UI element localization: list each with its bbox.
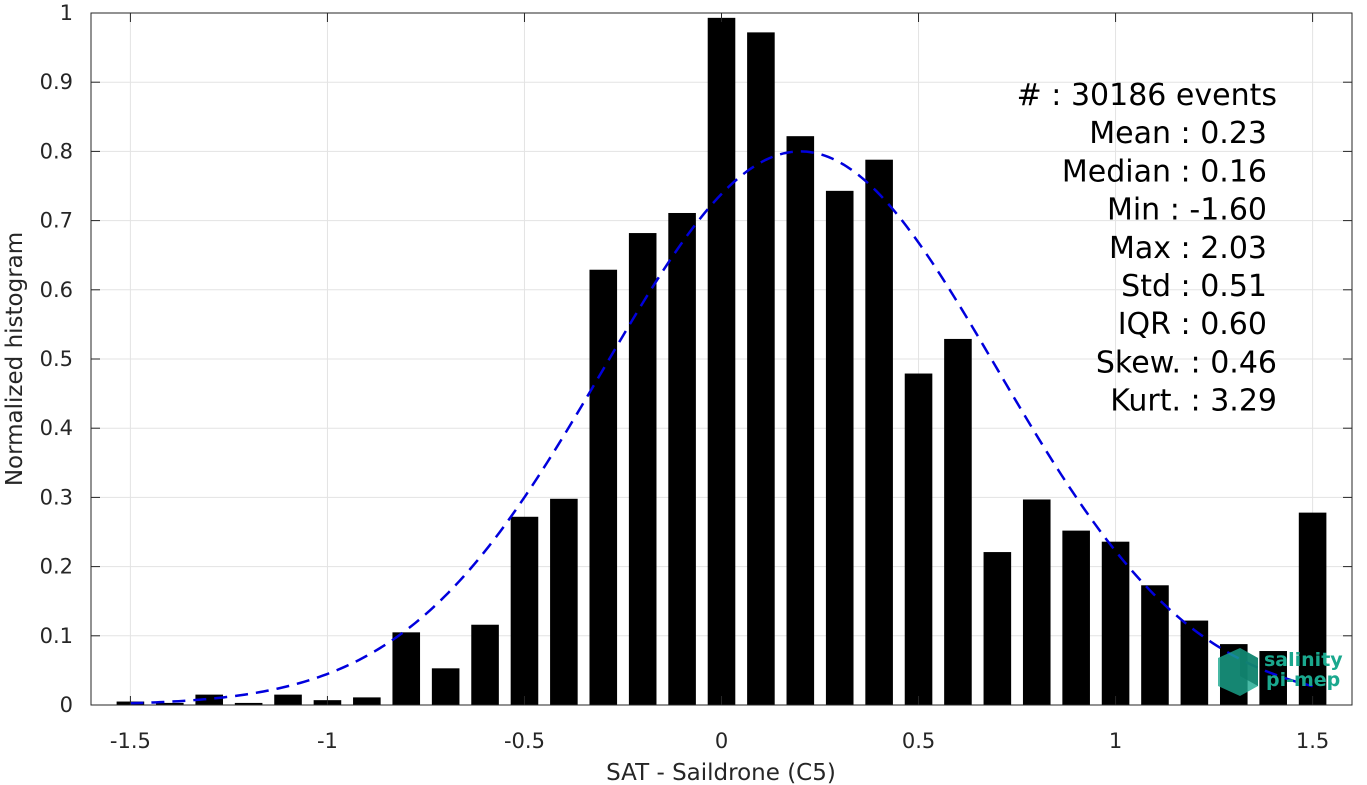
x-tick-label: 1 [1109, 729, 1122, 753]
histogram-bar [1022, 499, 1051, 705]
y-tick-label: 0.9 [40, 70, 73, 94]
y-tick-label: 0.2 [40, 555, 73, 579]
x-axis-label: SAT - Saildrone (C5) [606, 760, 836, 785]
stat-line: Skew. : 0.46 [1096, 345, 1277, 380]
histogram-bar [707, 17, 736, 706]
y-tick-label: 0.4 [40, 416, 73, 440]
stat-line: Kurt. : 3.29 [1110, 384, 1277, 419]
y-tick-label: 0.1 [40, 624, 73, 648]
y-axis-ticks: 0 0.1 0.2 0.3 0.4 0.5 0.6 0.7 0.8 0.9 1 [40, 1, 1352, 717]
logo: salinity pi-mep [1218, 648, 1343, 696]
x-tick-label: 0 [715, 729, 728, 753]
stat-line: IQR : 0.60 [1118, 307, 1267, 342]
stat-line: Min : -1.60 [1107, 193, 1267, 228]
stat-line: Std : 0.51 [1121, 269, 1267, 304]
histogram-bar [628, 233, 657, 705]
x-tick-label: -1.5 [110, 729, 151, 753]
y-axis-label: Normalized histogram [2, 232, 28, 486]
histogram-bar [550, 498, 578, 705]
histogram-bar [983, 552, 1012, 705]
logo-cube-face [1240, 648, 1258, 686]
histogram-bar [904, 373, 933, 705]
histogram-bar [865, 159, 893, 706]
histogram-bar [1259, 651, 1287, 705]
y-tick-label: 1 [60, 1, 73, 25]
histogram-bar [156, 702, 184, 705]
x-tick-label: 0.5 [902, 729, 935, 753]
histogram-bar [274, 694, 302, 705]
histogram-bar [944, 338, 972, 705]
histogram-bar [747, 32, 775, 706]
y-tick-label: 0 [60, 693, 73, 717]
logo-text-line2: pi-mep [1266, 669, 1340, 691]
histogram-bar [1101, 541, 1130, 705]
x-tick-label: -1 [317, 729, 338, 753]
histogram-bar [431, 668, 460, 705]
y-tick-label: 0.5 [40, 347, 73, 371]
histogram-bar [392, 632, 421, 705]
y-tick-label: 0.3 [40, 485, 73, 509]
y-tick-label: 0.8 [40, 139, 73, 163]
stat-line: Max : 2.03 [1109, 231, 1267, 266]
histogram-bar [786, 136, 815, 705]
normal-fit-curve [130, 150, 1313, 705]
histogram-bar [1062, 530, 1090, 705]
stat-line: Mean : 0.23 [1089, 116, 1267, 151]
x-tick-label: -0.5 [504, 729, 545, 753]
y-tick-label: 0.7 [40, 209, 73, 233]
logo-text-line1: salinity [1264, 649, 1343, 671]
histogram-bar [668, 212, 696, 705]
histogram-bar [471, 624, 499, 705]
y-tick-label: 0.6 [40, 278, 73, 302]
x-tick-label: 1.5 [1296, 729, 1329, 753]
histogram-bar [353, 697, 381, 705]
histogram-bar [589, 269, 618, 705]
histogram-bar [234, 702, 263, 705]
stat-line: Median : 0.16 [1062, 154, 1267, 189]
histogram-bar [1180, 620, 1209, 705]
histogram-bar [1298, 512, 1327, 705]
histogram-bar [195, 694, 224, 705]
stat-line: # : 30186 events [1017, 78, 1277, 113]
histogram-bar [825, 190, 854, 705]
x-axis-ticks: -1.5 -1 -0.5 0 0.5 1 1.5 [110, 13, 1329, 753]
histogram-bar [510, 516, 539, 705]
